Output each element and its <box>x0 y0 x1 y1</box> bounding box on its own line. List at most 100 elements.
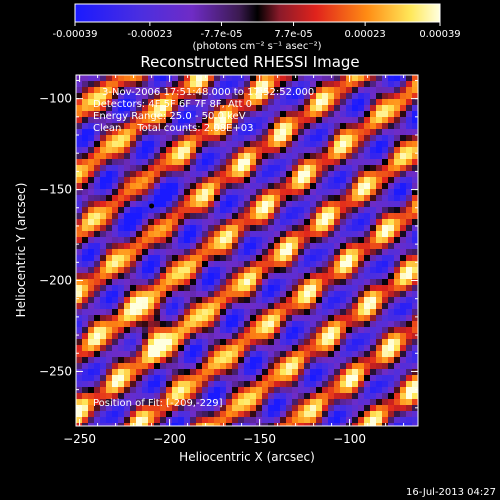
heatmap-cell <box>274 189 281 196</box>
heatmap-cell <box>310 231 317 238</box>
heatmap-cell <box>142 141 149 148</box>
heatmap-cell <box>388 255 395 262</box>
heatmap-cell <box>154 201 161 208</box>
heatmap-cell <box>124 213 131 220</box>
heatmap-cell <box>376 285 383 292</box>
heatmap-cell <box>376 255 383 262</box>
heatmap-cell <box>412 273 418 280</box>
heatmap-cell <box>142 291 149 298</box>
heatmap-cell <box>376 357 383 364</box>
heatmap-cell <box>118 177 125 184</box>
heatmap-cell <box>232 285 239 292</box>
heatmap-cell <box>118 321 125 328</box>
heatmap-cell <box>340 267 347 274</box>
heatmap-cell <box>262 405 269 412</box>
heatmap-cell <box>340 183 347 190</box>
heatmap-cell <box>406 405 413 412</box>
heatmap-cell <box>250 273 257 280</box>
heatmap-cell <box>226 183 233 190</box>
heatmap-cell <box>388 135 395 142</box>
heatmap-cell <box>262 165 269 172</box>
heatmap-cell <box>88 309 95 316</box>
heatmap-cell <box>346 219 353 226</box>
heatmap-cell <box>154 237 161 244</box>
heatmap-cell <box>280 93 287 100</box>
heatmap-cell <box>124 327 131 334</box>
heatmap-cell <box>100 327 107 334</box>
heatmap-cell <box>268 333 275 340</box>
heatmap-cell <box>346 381 353 388</box>
heatmap-cell <box>82 381 89 388</box>
heatmap-cell <box>202 93 209 100</box>
heatmap-cell <box>124 183 131 190</box>
heatmap-cell <box>256 165 263 172</box>
heatmap-cell <box>100 411 107 418</box>
heatmap-cell <box>136 225 143 232</box>
heatmap-cell <box>364 117 371 124</box>
heatmap-cell <box>190 93 197 100</box>
heatmap-cell <box>238 183 245 190</box>
heatmap-cell <box>328 153 335 160</box>
heatmap-cell <box>196 381 203 388</box>
heatmap-cell <box>316 207 323 214</box>
heatmap-cell <box>76 273 83 280</box>
heatmap-cell <box>406 327 413 334</box>
heatmap-cell <box>106 345 113 352</box>
heatmap-cell <box>364 201 371 208</box>
heatmap-cell <box>82 291 89 298</box>
heatmap-cell <box>370 381 377 388</box>
heatmap-cell <box>388 195 395 202</box>
heatmap-cell <box>328 165 335 172</box>
heatmap-cell <box>178 225 185 232</box>
heatmap-cell <box>304 141 311 148</box>
heatmap-cell <box>142 255 149 262</box>
heatmap-cell <box>412 357 418 364</box>
heatmap-cell <box>148 165 155 172</box>
heatmap-cell <box>340 117 347 124</box>
heatmap-cell <box>412 219 418 226</box>
heatmap-cell <box>148 405 155 412</box>
heatmap-cell <box>316 99 323 106</box>
heatmap-cell <box>400 249 407 256</box>
heatmap-cell <box>400 135 407 142</box>
heatmap-cell <box>232 399 239 406</box>
heatmap-cell <box>262 141 269 148</box>
heatmap-cell <box>292 387 299 394</box>
heatmap-cell <box>250 195 257 202</box>
heatmap-cell <box>130 147 137 154</box>
heatmap-cell <box>394 417 401 424</box>
heatmap-cell <box>118 279 125 286</box>
heatmap-cell <box>298 201 305 208</box>
heatmap-cell <box>172 423 179 426</box>
heatmap-cell <box>412 177 418 184</box>
heatmap-cell <box>214 171 221 178</box>
heatmap-cell <box>214 81 221 88</box>
heatmap-cell <box>406 93 413 100</box>
heatmap-cell <box>388 171 395 178</box>
heatmap-cell <box>184 237 191 244</box>
heatmap-cell <box>412 111 418 118</box>
heatmap-cell <box>238 207 245 214</box>
heatmap-cell <box>166 297 173 304</box>
heatmap-cell <box>358 345 365 352</box>
heatmap-cell <box>118 171 125 178</box>
heatmap-cell <box>106 171 113 178</box>
heatmap-cell <box>106 225 113 232</box>
heatmap-cell <box>142 315 149 322</box>
heatmap-cell <box>274 291 281 298</box>
heatmap-cell <box>298 153 305 160</box>
heatmap-cell <box>136 105 143 112</box>
heatmap-cell <box>82 261 89 268</box>
heatmap-cell <box>298 267 305 274</box>
heatmap-cell <box>124 237 131 244</box>
heatmap-cell <box>304 87 311 94</box>
heatmap-cell <box>184 225 191 232</box>
heatmap-cell <box>286 411 293 418</box>
heatmap-cell <box>274 183 281 190</box>
heatmap-cell <box>328 297 335 304</box>
heatmap-cell <box>166 135 173 142</box>
heatmap-cell <box>364 93 371 100</box>
heatmap-cell <box>358 99 365 106</box>
heatmap-cell <box>394 297 401 304</box>
heatmap-cell <box>100 387 107 394</box>
